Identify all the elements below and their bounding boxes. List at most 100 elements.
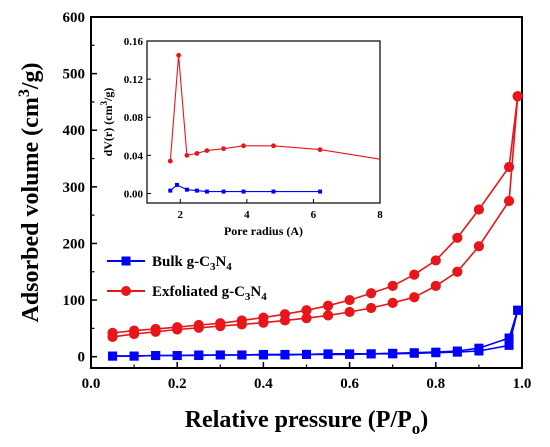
point-bulk-desorption [366, 349, 376, 359]
inset-y-tick-label: 0.08 [124, 112, 144, 124]
legend-marker-bulk [121, 256, 131, 266]
x-axis-title: Relative pressure (P/Po) [185, 407, 429, 438]
point-bulk-desorption [345, 349, 355, 359]
inset-point-bulk [174, 182, 179, 187]
main-series-layer [107, 91, 523, 361]
point-bulk-desorption [108, 351, 118, 361]
point-exfoliated-desorption [107, 327, 118, 338]
main-axis-ticks: 0.0 0.2 0.4 0.6 0.8 1.0 0 100 200 300 400 500 600 [63, 10, 532, 392]
point-exfoliated-adsorption [473, 241, 484, 252]
point-bulk-desorption [409, 348, 419, 358]
point-exfoliated-desorption [193, 319, 204, 331]
inset-point-exfoliated [271, 143, 276, 149]
inset-series-layer [167, 52, 381, 194]
inset-chart: 2 4 6 8 0.00 0.04 0.08 0.12 0.16 Pore radius (A)… [99, 36, 383, 238]
point-exfoliated-adsorption [430, 280, 441, 292]
point-bulk-desorption [215, 350, 225, 360]
point-exfoliated-desorption [322, 300, 334, 311]
inset-x-axis-title: Pore radius (A) [224, 224, 303, 238]
inset-point-exfoliated [241, 143, 246, 149]
inset-point-exfoliated [317, 147, 323, 153]
point-bulk-desorption [172, 351, 182, 361]
legend: Bulk g-C3N4 Exfoliated g-C3N4 [107, 254, 267, 303]
point-exfoliated-desorption [215, 318, 226, 329]
inset-x-tick-label: 2 [178, 209, 184, 221]
legend-item-bulk: Bulk g-C3N4 [107, 254, 232, 273]
y-tick-label: 100 [63, 293, 86, 309]
point-exfoliated-desorption [409, 269, 420, 280]
inset-y-tick-label: 0.00 [124, 188, 144, 200]
x-tick-label: 0.0 [82, 376, 101, 392]
inset-plot-frame [146, 40, 381, 204]
point-exfoliated-desorption [452, 232, 463, 243]
point-bulk-desorption [302, 349, 311, 359]
y-tick-label: 300 [63, 180, 86, 196]
x-tick-label: 0.4 [254, 376, 273, 392]
inset-point-bulk [221, 189, 226, 194]
legend-label-exfoliated: Exfoliated g-C3N4 [152, 284, 267, 303]
point-exfoliated-adsorption [452, 266, 463, 277]
legend-marker-exfoliated [121, 286, 131, 296]
point-bulk-desorption [129, 351, 139, 361]
point-bulk-desorption [388, 348, 398, 358]
point-exfoliated-adsorption [344, 306, 355, 318]
y-tick-label: 600 [63, 10, 86, 26]
point-exfoliated-adsorption [409, 292, 420, 303]
x-tick-label: 0.2 [168, 376, 187, 392]
point-exfoliated-desorption [172, 322, 183, 333]
point-bulk-desorption [504, 333, 514, 343]
inset-point-exfoliated [204, 148, 210, 153]
point-exfoliated-desorption [366, 288, 377, 299]
inset-point-exfoliated [184, 152, 190, 158]
point-bulk-adsorption [504, 340, 514, 350]
inset-point-bulk [194, 188, 199, 193]
point-bulk-desorption [452, 346, 462, 356]
point-exfoliated-desorption [301, 305, 312, 316]
point-bulk-desorption [431, 347, 441, 357]
inset-point-bulk [271, 189, 276, 194]
legend-item-exfoliated: Exfoliated g-C3N4 [107, 284, 267, 303]
point-exfoliated-desorption [387, 280, 398, 292]
point-bulk-desorption [194, 350, 204, 360]
point-bulk-desorption [237, 350, 247, 360]
inset-line-exfoliated [169, 55, 381, 162]
point-exfoliated-desorption [236, 315, 247, 326]
point-exfoliated-desorption [279, 309, 291, 320]
inset-point-exfoliated [167, 158, 173, 164]
point-exfoliated-desorption [258, 312, 269, 323]
point-exfoliated-desorption [129, 325, 140, 336]
point-bulk-desorption [474, 343, 484, 353]
inset-y-tick-label: 0.12 [124, 74, 144, 86]
inset-point-bulk [204, 189, 209, 194]
point-exfoliated-desorption [344, 294, 355, 306]
inset-point-exfoliated [194, 151, 200, 156]
point-exfoliated-desorption [503, 161, 515, 173]
point-exfoliated-desorption [473, 204, 484, 215]
point-exfoliated-adsorption [387, 297, 398, 308]
inset-x-tick-label: 4 [244, 209, 250, 221]
y-axis-title: Adsorbed volume (cm3/g) [16, 63, 44, 323]
x-tick-label: 1.0 [513, 376, 532, 392]
y-tick-label: 500 [63, 67, 86, 83]
inset-x-tick-label: 8 [377, 209, 383, 221]
inset-y-tick-label: 0.16 [124, 36, 144, 48]
inset-point-bulk [241, 189, 246, 194]
x-tick-label: 0.8 [426, 376, 445, 392]
point-bulk-desorption [258, 349, 268, 359]
inset-point-exfoliated [176, 52, 182, 58]
y-tick-label: 0 [78, 350, 86, 366]
point-bulk-desorption [151, 351, 161, 361]
inset-y-tick-label: 0.04 [124, 150, 144, 162]
point-bulk-desorption [280, 349, 290, 359]
inset-point-bulk [318, 189, 323, 194]
point-exfoliated-adsorption [503, 195, 515, 207]
y-tick-label: 400 [63, 123, 86, 139]
inset-point-bulk [184, 187, 189, 192]
y-tick-label: 200 [63, 236, 86, 252]
point-bulk-desorption [513, 305, 523, 315]
inset-axis-ticks: 2 4 6 8 0.00 0.04 0.08 0.12 0.16 [124, 36, 384, 221]
x-tick-label: 0.6 [340, 376, 359, 392]
legend-label-bulk: Bulk g-C3N4 [152, 254, 232, 273]
point-exfoliated-desorption [512, 91, 523, 102]
